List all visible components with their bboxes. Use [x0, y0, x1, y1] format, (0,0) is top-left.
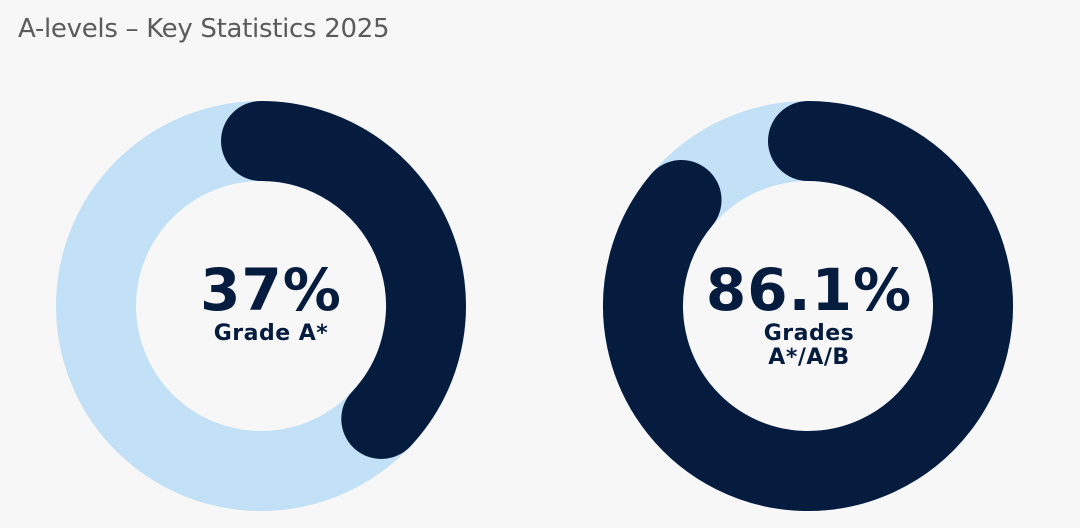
donut-label: Grades A*/A/B	[763, 321, 855, 370]
donut-center-1: 37% Grade A*	[141, 258, 401, 346]
donut-chart-grade-a-star	[56, 101, 466, 511]
donut-center-2: 86.1% Grades A*/A/B	[679, 258, 939, 370]
donut-value-arc	[221, 101, 466, 459]
donut-chart-grades-a-star-a-b	[603, 101, 1013, 511]
page-title: A-levels – Key Statistics 2025	[18, 14, 390, 44]
percentage-value: 37%	[200, 256, 342, 324]
donut-value-arc	[603, 101, 1013, 511]
donut-label: Grade A*	[213, 321, 329, 346]
percentage-value: 86.1%	[705, 256, 913, 324]
